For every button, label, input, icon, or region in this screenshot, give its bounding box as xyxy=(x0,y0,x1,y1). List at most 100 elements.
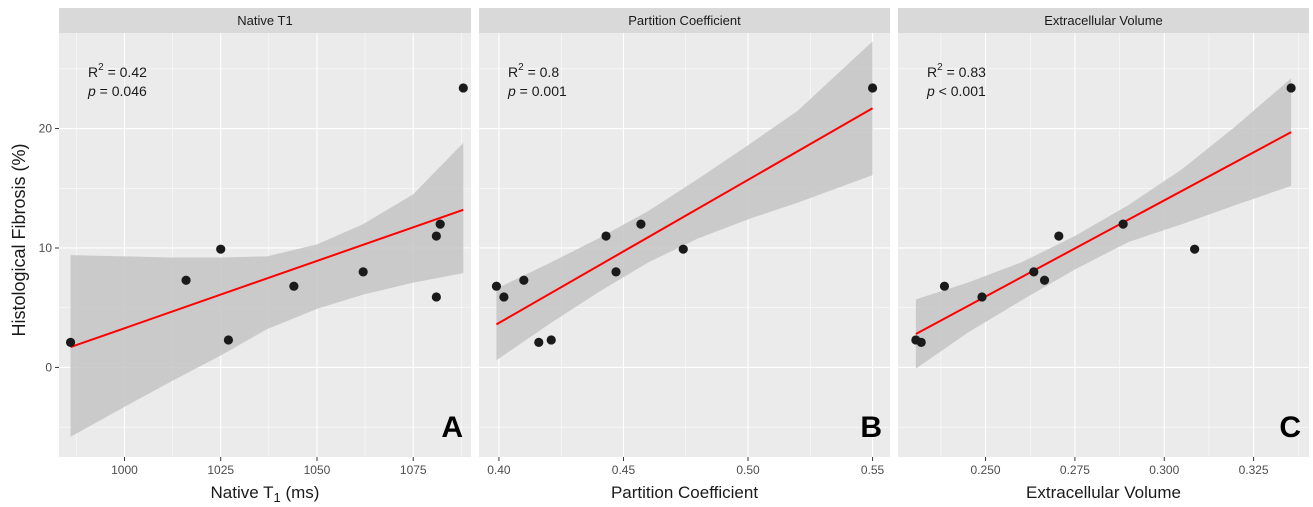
data-point xyxy=(216,244,226,254)
x-axis-label-subscript: 1 xyxy=(274,490,281,505)
y-axis-label: Histological Fibrosis (%) xyxy=(9,143,29,336)
data-point xyxy=(534,337,544,347)
panel-strip xyxy=(59,8,471,33)
x-tick-label: 0.50 xyxy=(736,463,760,477)
p-symbol: p xyxy=(926,83,935,99)
data-point xyxy=(611,267,621,277)
p-symbol: p xyxy=(507,83,516,99)
panel-letter: A xyxy=(441,411,463,444)
x-tick-label: 1025 xyxy=(207,463,234,477)
x-tick-labels: 0.40 0.45 0.50 0.55 xyxy=(487,457,885,477)
data-point xyxy=(1190,244,1200,254)
data-point xyxy=(435,219,445,229)
panel-strip xyxy=(479,8,890,33)
data-point xyxy=(499,292,509,302)
x-axis-label-main: Extracellular Volume xyxy=(1026,483,1181,502)
x-tick-label: 0.300 xyxy=(1149,463,1179,477)
data-point xyxy=(939,281,950,291)
data-point xyxy=(431,292,441,302)
data-point xyxy=(65,337,76,347)
data-point xyxy=(867,83,878,93)
r-squared-value: = 0.42 xyxy=(104,64,147,80)
panel-letter: C xyxy=(1279,411,1301,444)
r-squared-superscript: 2 xyxy=(937,62,943,73)
r-squared-value: = 0.8 xyxy=(524,64,560,80)
y-tick-label: 20 xyxy=(39,122,53,136)
data-point xyxy=(519,275,529,285)
x-axis-label: Native T1 (ms) xyxy=(211,483,320,505)
data-points xyxy=(911,83,1296,347)
r-squared-value: = 0.83 xyxy=(943,64,986,80)
panel-title: Extracellular Volume xyxy=(1044,13,1163,28)
x-axis-label-main: Partition Coefficient xyxy=(611,483,758,502)
y-tick-label: 10 xyxy=(39,241,53,255)
panel-title: Partition Coefficient xyxy=(628,13,741,28)
data-point xyxy=(491,281,502,291)
r-squared-base: R xyxy=(88,64,98,80)
data-point xyxy=(636,219,646,229)
x-tick-label: 0.55 xyxy=(861,463,885,477)
data-points xyxy=(491,83,878,347)
data-point xyxy=(223,335,234,345)
x-tick-label: 1050 xyxy=(304,463,331,477)
p-value-label: p < 0.001 xyxy=(926,83,986,99)
x-tick-label: 0.275 xyxy=(1060,463,1090,477)
p-value: = 0.001 xyxy=(516,83,567,99)
data-point xyxy=(458,83,468,93)
x-tick-label: 1000 xyxy=(111,463,138,477)
data-point xyxy=(1029,267,1039,277)
data-point xyxy=(1054,231,1064,241)
panel-letter: B xyxy=(860,411,882,444)
data-points xyxy=(65,83,468,347)
p-value-label: p = 0.001 xyxy=(507,83,567,99)
p-symbol: p xyxy=(87,83,96,99)
x-tick-label: 0.325 xyxy=(1239,463,1269,477)
r-squared-superscript: 2 xyxy=(518,62,524,73)
r-squared-label: R2 = 0.8 xyxy=(508,62,559,80)
x-axis-label-unit: (ms) xyxy=(281,483,320,502)
x-tick-labels: 0.250 0.275 0.300 0.325 xyxy=(971,457,1269,477)
data-point xyxy=(431,231,441,241)
x-axis-label: Partition Coefficient xyxy=(611,483,758,502)
panel-strip xyxy=(898,8,1309,33)
x-tick-label: 0.40 xyxy=(487,463,511,477)
confidence-band xyxy=(70,142,464,437)
x-axis-label: Extracellular Volume xyxy=(1026,483,1181,502)
panel-partition-coefficient: Partition Coefficient R2 = 0.8 p = 0.001… xyxy=(479,8,890,502)
x-tick-labels: 1000 1025 1050 1075 xyxy=(111,457,427,477)
x-tick-label: 0.250 xyxy=(971,463,1001,477)
x-tick-label: 1075 xyxy=(400,463,427,477)
panel-extracellular-volume: Extracellular Volume R2 = 0.83 p < 0.001… xyxy=(898,8,1309,502)
y-tick-labels: 0 10 20 xyxy=(39,122,59,374)
r-squared-superscript: 2 xyxy=(98,62,104,73)
data-point xyxy=(1039,275,1050,285)
panel-title: Native T1 xyxy=(237,13,292,28)
data-point xyxy=(916,337,926,347)
regression-line xyxy=(70,208,464,349)
regression-line xyxy=(495,107,874,326)
panel-native-t1: Native T1 R2 = 0.42 p = 0.046 A 1000 1025… xyxy=(39,8,471,505)
data-point xyxy=(546,335,556,345)
r-squared-label: R2 = 0.83 xyxy=(927,62,986,80)
x-axis-label-main: Native T xyxy=(211,483,274,502)
data-point xyxy=(289,281,299,291)
data-point xyxy=(1286,83,1296,93)
confidence-band xyxy=(915,78,1292,369)
data-point xyxy=(181,275,191,285)
p-value: < 0.001 xyxy=(935,83,986,99)
data-point xyxy=(977,292,987,302)
x-tick-label: 0.45 xyxy=(612,463,636,477)
p-value: = 0.046 xyxy=(96,83,147,99)
data-point xyxy=(358,267,368,277)
y-tick-label: 0 xyxy=(45,360,52,374)
data-point xyxy=(678,244,688,254)
r-squared-base: R xyxy=(508,64,518,80)
confidence-band xyxy=(496,41,873,361)
p-value-label: p = 0.046 xyxy=(87,83,147,99)
r-squared-base: R xyxy=(927,64,937,80)
r-squared-label: R2 = 0.42 xyxy=(88,62,147,80)
regression-line xyxy=(915,131,1292,335)
data-point xyxy=(1118,219,1128,229)
data-point xyxy=(601,231,611,241)
